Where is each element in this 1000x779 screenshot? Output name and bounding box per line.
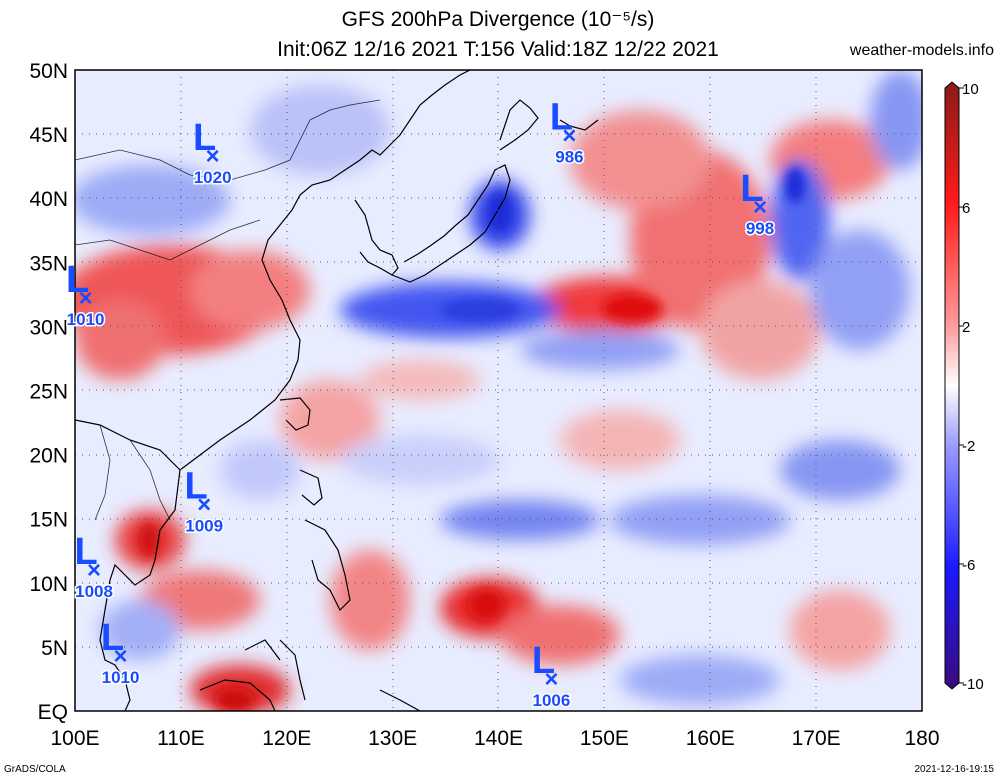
low-letter: L bbox=[740, 168, 763, 210]
lat-tick-label: 15N bbox=[29, 509, 68, 532]
low-letter: L bbox=[101, 617, 124, 659]
lat-tick-label: 5N bbox=[41, 637, 68, 660]
colorbar: 10 6 2 -2 -6 -10 bbox=[944, 81, 984, 693]
low-letter: L bbox=[74, 531, 97, 573]
credit-timestamp: 2021-12-16-19:15 bbox=[914, 764, 994, 775]
low-center-marker: × bbox=[79, 285, 93, 312]
low-letter: L bbox=[550, 96, 573, 138]
lon-tick-label: 170E bbox=[792, 727, 841, 750]
credit-grads: GrADS/COLA bbox=[4, 764, 66, 775]
low-center-marker: × bbox=[87, 557, 101, 584]
colorbar-label: -6 bbox=[962, 557, 975, 574]
lat-tick-label: 25N bbox=[29, 381, 68, 404]
low-pressure-value: 1010 bbox=[102, 668, 140, 687]
low-pressure-centers: L×1020L×986L×998L×1010L×1009L×1008L×1010… bbox=[65, 96, 776, 712]
low-center: L×1010 bbox=[65, 259, 106, 331]
low-letter: L bbox=[185, 466, 208, 508]
chart-subtitle: Init:06Z 12/16 2021 T:156 Valid:18Z 12/2… bbox=[277, 38, 719, 61]
low-center: L×1010 bbox=[100, 617, 141, 689]
colorbar-label: -2 bbox=[962, 438, 975, 455]
colorbar-label: 2 bbox=[962, 319, 970, 336]
lon-tick-label: 150E bbox=[580, 727, 629, 750]
lon-tick-label: 140E bbox=[474, 727, 523, 750]
colorbar-label: 6 bbox=[962, 200, 970, 217]
low-center-marker: × bbox=[753, 194, 767, 221]
low-center-marker: × bbox=[197, 492, 211, 519]
low-pressure-value: 986 bbox=[555, 147, 583, 166]
chart-title: GFS 200hPa Divergence (10⁻⁵/s) bbox=[341, 8, 655, 31]
low-center-marker: × bbox=[114, 643, 128, 670]
low-center-marker: × bbox=[206, 143, 220, 170]
lon-tick-label: 110E bbox=[157, 727, 205, 750]
low-pressure-value: 1008 bbox=[75, 582, 113, 601]
lat-tick-label: EQ bbox=[38, 701, 68, 724]
lon-tick-label: 100E bbox=[50, 727, 99, 750]
lat-tick-label: 50N bbox=[29, 60, 68, 83]
divergence-field bbox=[75, 70, 922, 711]
axis-ticks: 100E 110E 120E 130E 140E 150E 160E 170E 180 50N 45… bbox=[29, 60, 939, 750]
low-center-marker: × bbox=[544, 666, 558, 693]
lat-tick-label: 10N bbox=[29, 573, 68, 596]
low-letter: L bbox=[66, 259, 89, 301]
coastlines bbox=[75, 70, 599, 711]
low-pressure-value: 998 bbox=[746, 219, 774, 238]
colorbar-label: -10 bbox=[962, 676, 984, 693]
low-center: L×1008 bbox=[74, 531, 115, 603]
low-pressure-value: 1020 bbox=[194, 168, 232, 187]
low-pressure-value: 1009 bbox=[185, 517, 223, 536]
lat-tick-label: 30N bbox=[29, 316, 68, 339]
low-center: L×986 bbox=[550, 96, 585, 168]
plot-frame bbox=[74, 69, 923, 712]
lat-tick-label: 40N bbox=[29, 188, 68, 211]
lon-tick-label: 160E bbox=[686, 727, 735, 750]
lon-tick-label: 180 bbox=[904, 727, 939, 750]
low-pressure-value: 1010 bbox=[67, 310, 105, 329]
low-center: L×1020 bbox=[192, 117, 233, 189]
lon-tick-label: 120E bbox=[262, 727, 311, 750]
low-center: L×1006 bbox=[531, 640, 572, 712]
low-letter: L bbox=[532, 640, 555, 682]
borders bbox=[75, 99, 381, 521]
lat-tick-label: 45N bbox=[29, 124, 68, 147]
lon-tick-label: 130E bbox=[368, 727, 417, 750]
low-center: L×998 bbox=[740, 168, 775, 240]
low-letter: L bbox=[193, 117, 216, 159]
low-center-marker: × bbox=[562, 122, 576, 149]
site-label: weather-models.info bbox=[849, 42, 994, 59]
lat-tick-label: 20N bbox=[29, 445, 68, 468]
low-center: L×1009 bbox=[184, 466, 225, 538]
low-pressure-value: 1006 bbox=[533, 691, 571, 710]
colorbar-label: 10 bbox=[962, 81, 979, 98]
lat-tick-label: 35N bbox=[29, 252, 68, 275]
